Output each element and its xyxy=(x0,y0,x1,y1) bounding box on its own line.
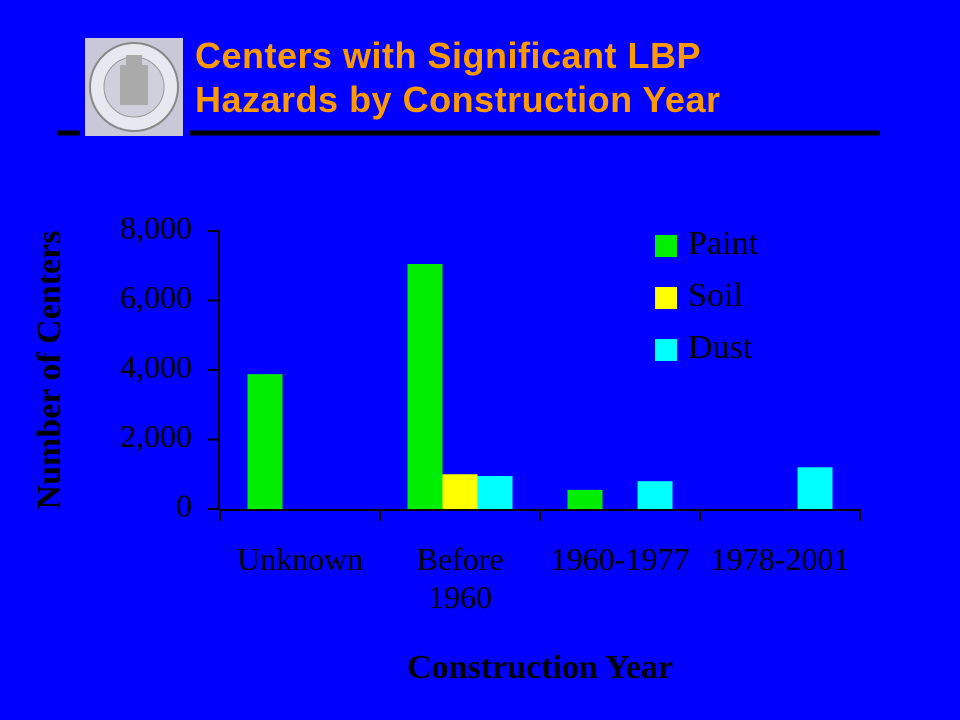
bar xyxy=(247,374,283,509)
x-tick-label: Unknown xyxy=(236,541,364,577)
y-tick-label: 0 xyxy=(176,487,192,523)
legend-label: Paint xyxy=(688,225,758,262)
x-tick-label: 1960-1977 xyxy=(550,541,690,577)
legend-label: Soil xyxy=(688,277,743,314)
bar xyxy=(797,467,833,509)
seal xyxy=(85,38,183,136)
y-tick-label: 4,000 xyxy=(120,348,192,384)
y-tick-label: 6,000 xyxy=(120,279,192,315)
y-tick-label: 2,000 xyxy=(120,418,192,454)
legend-swatch xyxy=(655,235,677,257)
bar xyxy=(442,474,478,509)
x-axis-title: Construction Year xyxy=(407,649,673,686)
bar xyxy=(477,475,513,509)
legend-label: Dust xyxy=(688,329,753,366)
bar xyxy=(637,481,673,509)
x-tick-label: 1978-2001 xyxy=(710,541,850,577)
slide-title: Centers with Significant LBP Hazards by … xyxy=(195,35,721,120)
bar xyxy=(567,489,603,509)
legend-swatch xyxy=(655,287,677,309)
bar xyxy=(407,264,443,509)
y-axis-title: Number of Centers xyxy=(31,231,68,510)
legend-swatch xyxy=(655,339,677,361)
x-tick-label: Before 1960 xyxy=(416,541,504,615)
y-tick-label: 8,000 xyxy=(120,209,192,245)
